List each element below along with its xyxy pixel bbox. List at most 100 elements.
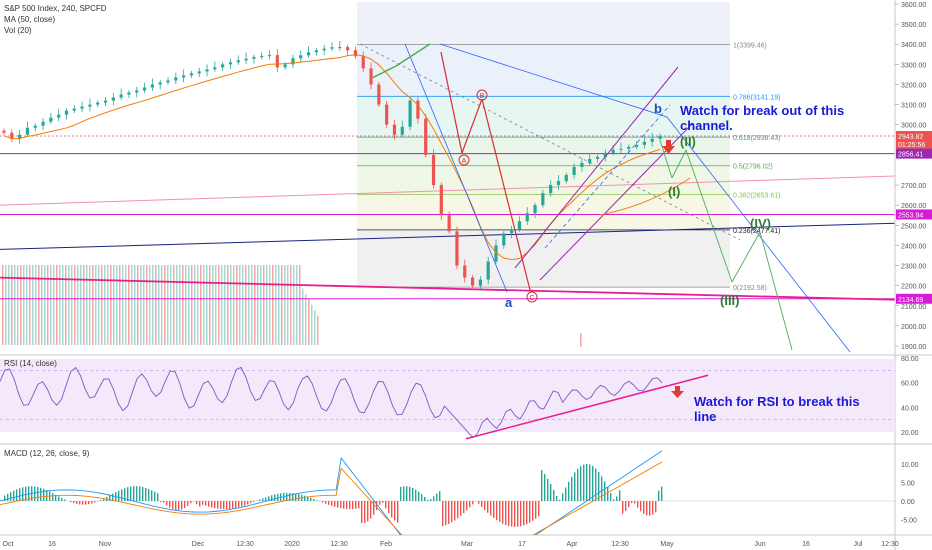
macd-histogram-bar xyxy=(454,501,456,521)
macd-histogram-bar xyxy=(493,501,495,518)
volume-bar xyxy=(26,265,28,345)
volume-bar xyxy=(239,265,241,345)
macd-histogram-bar xyxy=(94,501,96,503)
macd-histogram-bar xyxy=(55,494,57,501)
candle-body xyxy=(189,73,194,76)
volume-bar xyxy=(140,265,142,345)
macd-histogram-bar xyxy=(433,496,435,501)
candle-body xyxy=(510,229,514,234)
ma-projection xyxy=(599,177,691,216)
volume-bar xyxy=(155,265,157,345)
macd-histogram-bar xyxy=(337,501,339,508)
drawing-line xyxy=(481,98,531,291)
macd-histogram-bar xyxy=(253,501,255,502)
macd-histogram-bar xyxy=(655,501,657,513)
macd-histogram-bar xyxy=(400,486,402,501)
volume-bar xyxy=(143,265,145,345)
candle-body xyxy=(634,144,639,147)
volume-bar xyxy=(17,265,19,345)
macd-histogram-bar xyxy=(412,487,414,501)
time-tick-label: Jun xyxy=(754,541,765,548)
volume-bar xyxy=(245,265,247,345)
macd-histogram-bar xyxy=(100,500,102,501)
macd-histogram-bar xyxy=(646,501,648,516)
candle-body xyxy=(64,110,69,115)
macd-histogram-bar xyxy=(235,501,237,508)
volume-bar xyxy=(194,265,196,345)
macd-histogram-bar xyxy=(463,501,465,514)
macd-histogram-bar xyxy=(613,499,615,501)
macd-histogram-bar xyxy=(85,501,87,505)
volume-bar xyxy=(11,265,13,345)
volume-bar xyxy=(98,265,100,345)
volume-bar xyxy=(128,265,130,345)
volume-bar xyxy=(38,265,40,345)
macd-pane xyxy=(0,450,895,535)
macd-histogram-bar xyxy=(436,493,438,501)
volume-bar xyxy=(188,265,190,345)
macd-histogram-bar xyxy=(496,501,498,521)
macd-histogram-bar xyxy=(73,501,75,504)
macd-histogram-bar xyxy=(76,501,78,504)
macd-histogram-bar xyxy=(619,490,621,501)
candle-body xyxy=(486,261,490,280)
drawing-line xyxy=(439,43,668,118)
macd-histogram-bar xyxy=(361,501,363,524)
macd-histogram-bar xyxy=(241,501,243,507)
macd-histogram-bar xyxy=(661,486,663,501)
time-tick-label: 12:30 xyxy=(611,541,629,548)
macd-histogram-bar xyxy=(484,501,486,510)
candle-body xyxy=(611,149,615,153)
macd-histogram-bar xyxy=(289,492,291,501)
macd-histogram-bar xyxy=(208,501,210,507)
macd-histogram-bar xyxy=(571,476,573,501)
macd-histogram-bar xyxy=(520,501,522,527)
candle-body xyxy=(361,56,365,69)
candle-body xyxy=(221,64,225,68)
macd-histogram-bar xyxy=(628,501,630,508)
volume-bar xyxy=(236,265,238,345)
macd-histogram-bar xyxy=(460,501,462,516)
volume-bar xyxy=(212,265,214,345)
candle-body xyxy=(213,67,217,70)
time-tick-label: Dec xyxy=(192,541,205,548)
macd-histogram-bar xyxy=(199,501,201,507)
candle-body xyxy=(556,181,561,186)
volume-bar xyxy=(278,265,280,345)
macd-histogram-bar xyxy=(535,501,537,519)
down-arrow-icon xyxy=(662,140,675,154)
candle-body xyxy=(135,90,139,93)
candle-body xyxy=(517,221,522,230)
price-tick-label: 3600.00 xyxy=(901,2,926,9)
macd-histogram-bar xyxy=(604,481,606,501)
volume-bar xyxy=(77,265,79,345)
macd-histogram-bar xyxy=(34,486,36,501)
macd-histogram-bar xyxy=(643,501,645,514)
candle-body xyxy=(244,58,248,61)
macd-histogram-bar xyxy=(385,501,387,509)
macd-histogram-bar xyxy=(586,464,588,501)
volume-bar xyxy=(302,288,304,345)
macd-histogram-bar xyxy=(607,487,609,501)
macd-histogram-bar xyxy=(184,501,186,508)
candle-body xyxy=(400,126,404,135)
rsi-line xyxy=(0,366,663,439)
macd-histogram-bar xyxy=(382,501,384,503)
macd-histogram-bar xyxy=(142,487,144,501)
price-tick-label: 2100.00 xyxy=(901,304,926,311)
volume-bar xyxy=(23,265,25,345)
macd-histogram-bar xyxy=(469,501,471,508)
time-tick-label: 17 xyxy=(518,541,526,548)
volume-bar xyxy=(176,265,178,345)
candle-body xyxy=(346,47,350,51)
macd-histogram-bar xyxy=(358,501,360,509)
macd-histogram-bar xyxy=(331,501,333,506)
macd-histogram-bar xyxy=(43,488,45,501)
rsi-trendline xyxy=(465,374,709,440)
candle-body xyxy=(494,245,498,262)
volume-bar xyxy=(110,265,112,345)
volume-bar xyxy=(59,265,61,345)
macd-histogram-bar xyxy=(568,481,570,501)
macd-histogram-bar xyxy=(505,501,507,526)
drawing-line xyxy=(685,149,733,283)
